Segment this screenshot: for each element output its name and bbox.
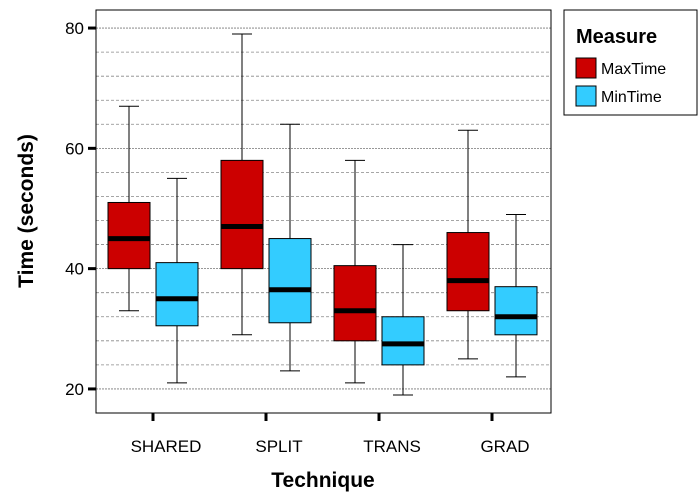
iqr-box (446, 232, 490, 312)
iqr-box (268, 238, 312, 324)
iqr-box (333, 265, 377, 342)
box-maxtime-grad (446, 129, 490, 360)
iqr-box (220, 159, 264, 270)
legend-item-maxtime: MaxTime (575, 57, 666, 79)
x-tick-label: SHARED (131, 437, 202, 456)
legend-item-mintime: MinTime (575, 85, 662, 107)
box-series (107, 33, 538, 396)
box-mintime-shared (155, 177, 199, 384)
legend-swatch (575, 57, 597, 79)
iqr-box (381, 316, 425, 366)
y-tick-label: 60 (65, 139, 84, 158)
iqr-box (107, 201, 151, 270)
x-tick-label: GRAD (480, 437, 529, 456)
box-maxtime-split (220, 33, 264, 336)
plot-area (95, 9, 552, 414)
axes: 20 40 60 80 SHARED SPLIT TRANS GRAD (65, 19, 529, 456)
iqr-box (155, 262, 199, 327)
y-axis-title: Time (seconds) (15, 134, 38, 288)
legend-label: MinTime (601, 89, 662, 106)
x-tick-label: SPLIT (255, 437, 302, 456)
legend-label: MaxTime (601, 61, 666, 78)
iqr-box (494, 286, 538, 336)
y-tick-label: 80 (65, 19, 84, 38)
y-tick-label: 40 (65, 260, 84, 279)
box-maxtime-trans (333, 159, 377, 384)
grid-lines (96, 27, 551, 414)
box-mintime-trans (381, 244, 425, 396)
x-axis-title: Technique (271, 469, 374, 492)
y-tick-label: 20 (65, 380, 84, 399)
box-mintime-grad (494, 214, 538, 378)
box-maxtime-shared (107, 105, 151, 312)
legend-title: Measure (576, 26, 657, 48)
legend: Measure MaxTime MinTime (563, 9, 698, 116)
legend-swatch (575, 85, 597, 107)
x-tick-label: TRANS (363, 437, 421, 456)
box-mintime-split (268, 123, 312, 372)
